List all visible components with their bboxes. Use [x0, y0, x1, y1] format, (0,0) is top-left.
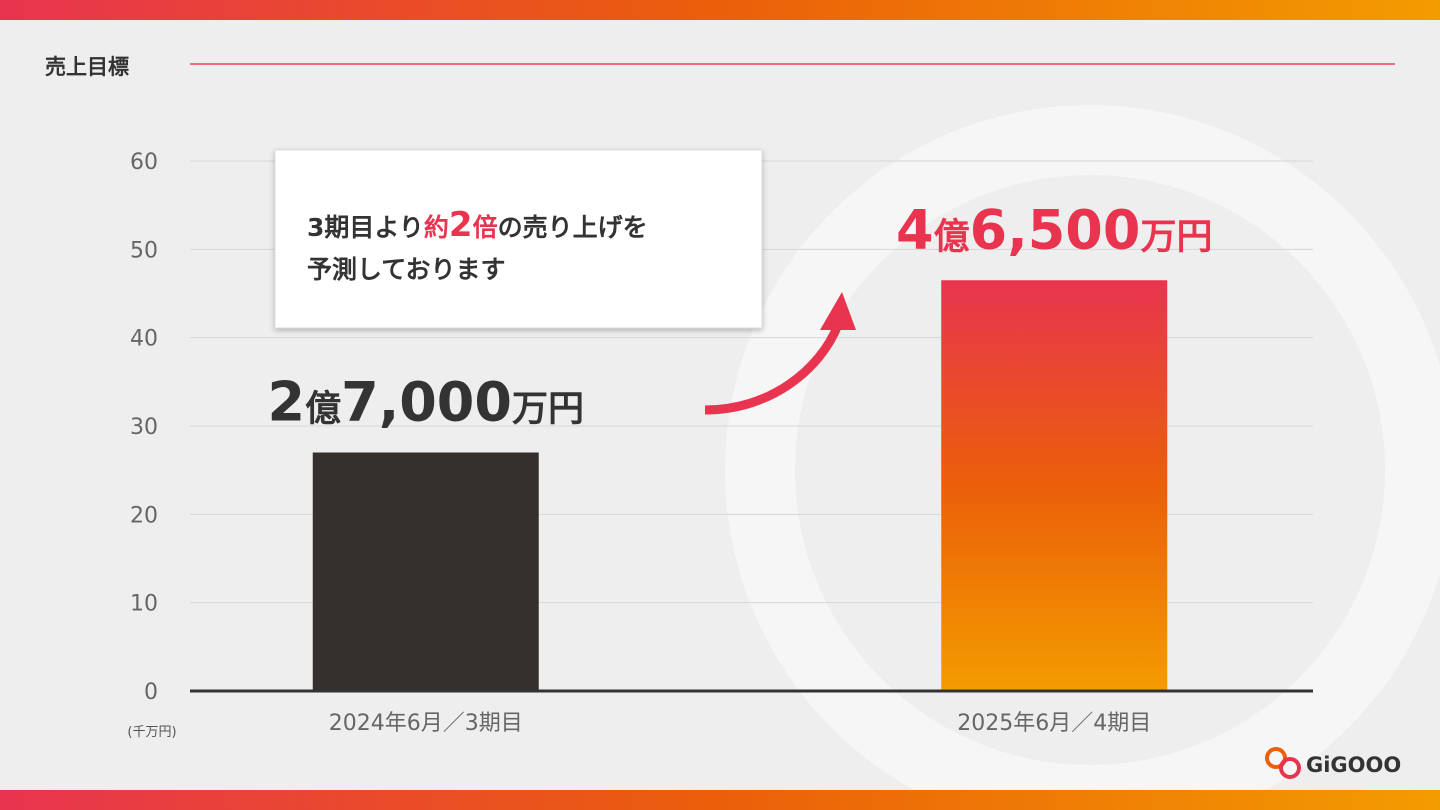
- x-tick-label: 2024年6月／3期目: [329, 711, 523, 736]
- logo: GiGOOO: [1265, 747, 1401, 779]
- callout-text: 倍: [473, 213, 498, 242]
- callout-text: 予測しております: [307, 255, 506, 284]
- y-unit: (千万円): [127, 725, 176, 740]
- y-tick-label: 40: [130, 327, 158, 352]
- y-tick-label: 30: [130, 415, 158, 440]
- callout-line: 予測しております: [307, 255, 506, 284]
- bottom-band: [0, 790, 1440, 810]
- callout-text: の売り上げを: [498, 213, 648, 242]
- chart: 0 10 20 30 40 50 60 (千万円) 2024年6月／3期目 2億7,000万円 20…: [127, 150, 1313, 740]
- logo-text: GiGOOO: [1306, 753, 1401, 777]
- value-label: 2億7,000万円: [268, 371, 584, 434]
- y-tick-label: 10: [130, 592, 158, 617]
- logo-icon: [1279, 757, 1301, 779]
- y-tick-label: 0: [144, 680, 158, 705]
- y-tick-label: 20: [130, 503, 158, 528]
- callout-box: [274, 149, 763, 329]
- title: 売上目標: [45, 55, 129, 79]
- callout-line: 3期目より約2倍の売り上げを: [307, 205, 648, 245]
- callout-text: 2: [449, 205, 473, 245]
- logo-icon: [1265, 747, 1287, 769]
- x-tick-label: 2025年6月／4期目: [957, 711, 1151, 736]
- top-band: [0, 0, 1440, 20]
- value-label: 4億6,500万円: [896, 198, 1212, 261]
- bar: [941, 280, 1168, 691]
- bar: [312, 452, 539, 691]
- arrow-head: [820, 292, 856, 330]
- callout-text: 約: [424, 213, 449, 242]
- y-tick-label: 50: [130, 238, 158, 263]
- callout-text: 3期目より: [307, 213, 424, 242]
- y-tick-label: 60: [130, 150, 158, 175]
- arrow: [704, 323, 843, 415]
